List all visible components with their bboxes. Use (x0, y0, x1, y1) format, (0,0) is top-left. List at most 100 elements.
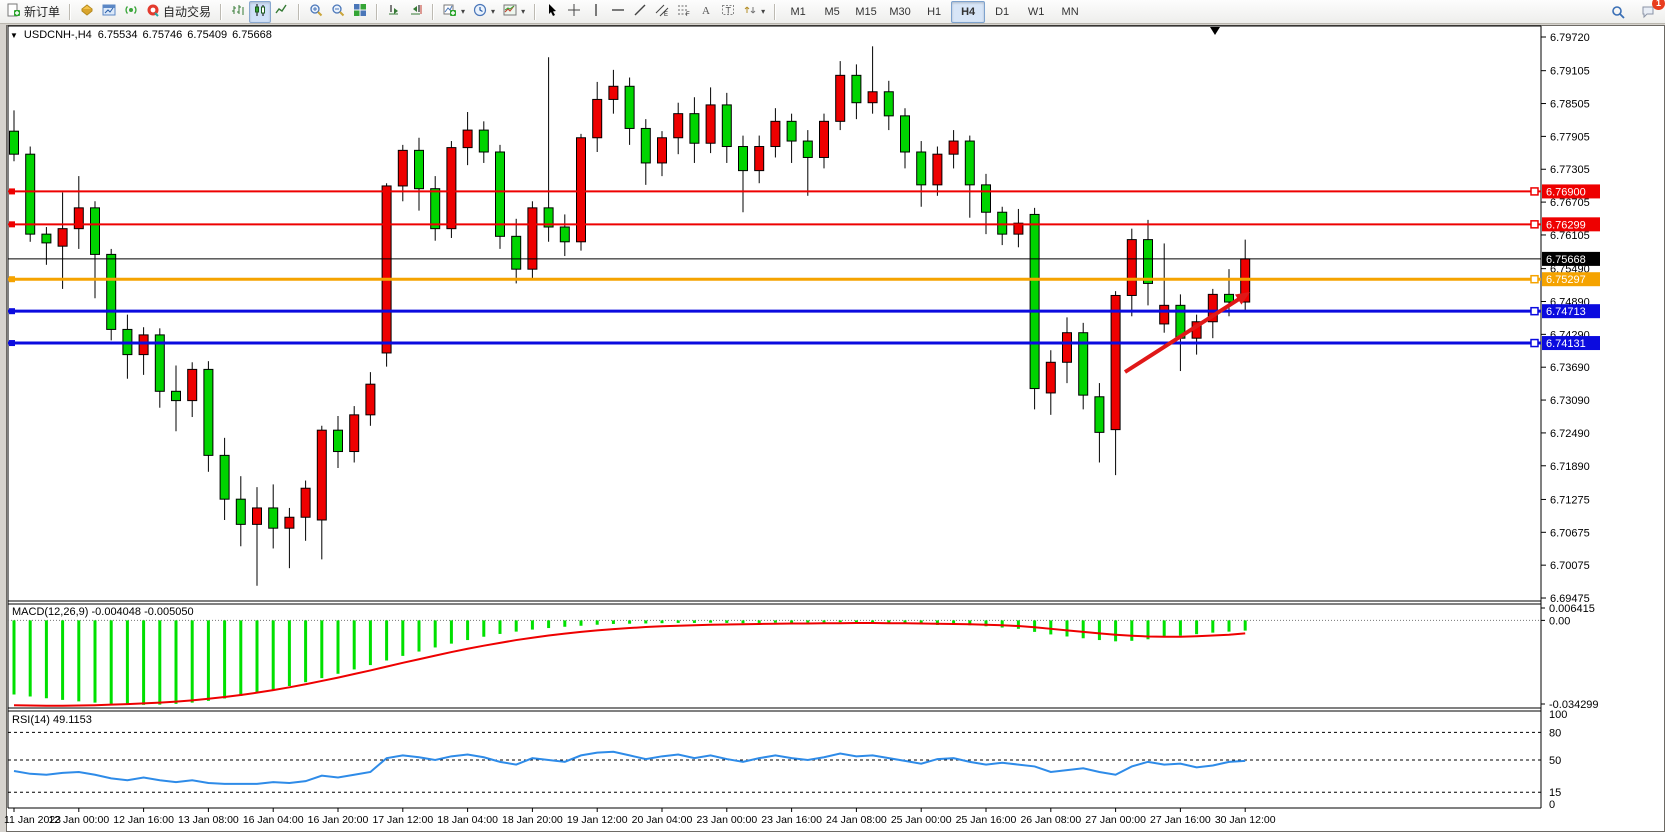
svg-text:23 Jan 16:00: 23 Jan 16:00 (761, 814, 822, 826)
timeframe-h1-button[interactable]: H1 (927, 5, 942, 18)
trend-arrow-head[interactable] (1234, 292, 1250, 305)
trend-arrow-line[interactable] (1123, 294, 1245, 374)
svg-text:6.76900: 6.76900 (1546, 186, 1586, 198)
svg-text:25 Jan 16:00: 25 Jan 16:00 (956, 814, 1017, 826)
text-tool-button[interactable]: A (695, 1, 717, 23)
auto-scroll-button[interactable] (383, 1, 405, 23)
price-scale[interactable]: 6.79720 6.79105 6.78505 6.77905 6.77305 6.767… (1541, 32, 1590, 605)
crosshair-icon (567, 3, 581, 20)
horizontal-line-tool-button[interactable] (607, 1, 629, 23)
arrows-tool-button[interactable]: ▾ (739, 1, 769, 23)
bar-chart-button[interactable] (227, 1, 249, 23)
svg-text:17 Jan 12:00: 17 Jan 12:00 (372, 814, 433, 826)
tile-windows-button[interactable] (349, 1, 371, 23)
search-button[interactable] (1607, 1, 1629, 23)
text-label-icon: T (721, 3, 735, 20)
timeframe-d1-button[interactable]: D1 (995, 5, 1010, 18)
indicators-icon (443, 3, 457, 20)
templates-button[interactable]: ▾ (499, 1, 529, 23)
toolbar-separator (432, 3, 435, 20)
svg-text:A: A (702, 5, 710, 17)
svg-text:6.76705: 6.76705 (1550, 197, 1590, 209)
svg-text:6.77305: 6.77305 (1550, 164, 1590, 176)
horizontal-line-objects[interactable]: 6.76900 6.76299 6.75668 6.75297 6.74713 6.741… (8, 184, 1600, 351)
rsi-value: 49.1153 (52, 714, 92, 726)
equidistant-channel-icon: E (655, 3, 669, 20)
signals-button[interactable] (120, 1, 142, 23)
auto-trading-button[interactable]: 自动交易 (142, 1, 215, 23)
rsi-scale: 100 80 50 150 (8, 709, 1567, 811)
chart-shift-marker[interactable] (1210, 27, 1220, 35)
panel-borders (7, 25, 1542, 809)
ohlc-close: 6.75668 (232, 29, 272, 41)
ohlc-low: 6.75409 (187, 29, 228, 41)
notifications-button[interactable]: 1 (1637, 0, 1665, 23)
top-toolbar: 新订单 自动交易 ▾ ▾ ▾ E F A T ▾ M1 M5 M15 M30 H1 H4 D1 W1 MN 1 (0, 0, 1665, 24)
notification-badge: 1 (1652, 0, 1665, 10)
macd-histogram (12, 620, 1247, 705)
ohlc-open: 6.75534 (97, 29, 138, 41)
svg-text:16 Jan 20:00: 16 Jan 20:00 (308, 814, 369, 826)
candlestick-chart-button[interactable] (249, 0, 272, 23)
svg-text:6.78505: 6.78505 (1550, 99, 1590, 111)
toolbar-separator (774, 3, 777, 20)
charts-window-button[interactable] (98, 1, 120, 23)
timeframe-m5-button[interactable]: M5 (824, 5, 840, 18)
chevron-down-icon[interactable]: ▾ (491, 7, 496, 16)
svg-text:6.75297: 6.75297 (1546, 274, 1586, 286)
equidistant-channel-tool-button[interactable]: E (651, 1, 673, 23)
chevron-down-icon[interactable]: ▾ (761, 7, 766, 16)
new-order-button[interactable]: 新订单 (3, 1, 64, 23)
timeframe-h4-button[interactable]: H4 (951, 0, 986, 23)
horizontal-line-icon (611, 3, 625, 20)
deposit-button[interactable] (76, 1, 98, 23)
line-chart-icon (275, 3, 289, 20)
svg-text:-0.034299: -0.034299 (1549, 699, 1599, 711)
svg-text:6.74713: 6.74713 (1546, 306, 1586, 318)
timeframe-mn-button[interactable]: MN (1061, 5, 1079, 18)
chevron-down-icon[interactable]: ▾ (521, 7, 526, 16)
svg-text:20 Jan 04:00: 20 Jan 04:00 (632, 814, 693, 826)
svg-text:6.72490: 6.72490 (1550, 428, 1590, 440)
timeframe-w1-button[interactable]: W1 (1027, 5, 1045, 18)
svg-text:100: 100 (1549, 709, 1567, 721)
one-click-trading-arrow[interactable]: ▼ (10, 30, 18, 40)
text-label-tool-button[interactable]: T (717, 1, 739, 23)
crosshair-tool-button[interactable] (563, 1, 585, 23)
trendline-tool-button[interactable] (629, 1, 651, 23)
svg-text:24 Jan 08:00: 24 Jan 08:00 (826, 814, 887, 826)
bar-chart-icon (231, 3, 245, 20)
periods-button[interactable]: ▾ (469, 1, 499, 23)
indicators-button[interactable]: ▾ (439, 1, 469, 23)
rsi-indicator-label: RSI(14) 49.1153 (12, 714, 92, 726)
fibonacci-tool-button[interactable]: F (673, 1, 695, 23)
timeframe-m15-button[interactable]: M15 (855, 5, 877, 18)
zoom-in-button[interactable] (305, 1, 327, 23)
timeframe-m1-button[interactable]: M1 (790, 5, 806, 18)
macd-indicator-label: MACD(12,26,9) -0.004048 -0.005050 (12, 606, 194, 618)
toolbar-separator (69, 3, 72, 20)
line-chart-button[interactable] (271, 1, 293, 23)
rsi-line (13, 750, 1246, 785)
svg-text:0.00: 0.00 (1549, 615, 1570, 627)
svg-text:50: 50 (1549, 755, 1561, 767)
macd-value-signal: -0.005050 (144, 606, 194, 618)
svg-text:26 Jan 08:00: 26 Jan 08:00 (1020, 814, 1081, 826)
svg-text:6.76299: 6.76299 (1546, 219, 1586, 231)
vertical-line-icon (589, 3, 603, 20)
fibonacci-icon: F (677, 3, 691, 20)
timeframe-m30-button[interactable]: M30 (889, 5, 911, 18)
toolbar-separator (376, 3, 379, 20)
cursor-tool-button[interactable] (541, 1, 563, 23)
svg-text:6.79720: 6.79720 (1550, 32, 1590, 44)
chart-shift-button[interactable] (405, 1, 427, 23)
svg-text:12 Jan 00:00: 12 Jan 00:00 (48, 814, 109, 826)
arrows-icon (743, 3, 757, 20)
zoom-out-button[interactable] (327, 1, 349, 23)
vertical-line-tool-button[interactable] (585, 1, 607, 23)
auto-trading-button-label: 自动交易 (163, 5, 212, 19)
chevron-down-icon[interactable]: ▾ (461, 7, 466, 16)
